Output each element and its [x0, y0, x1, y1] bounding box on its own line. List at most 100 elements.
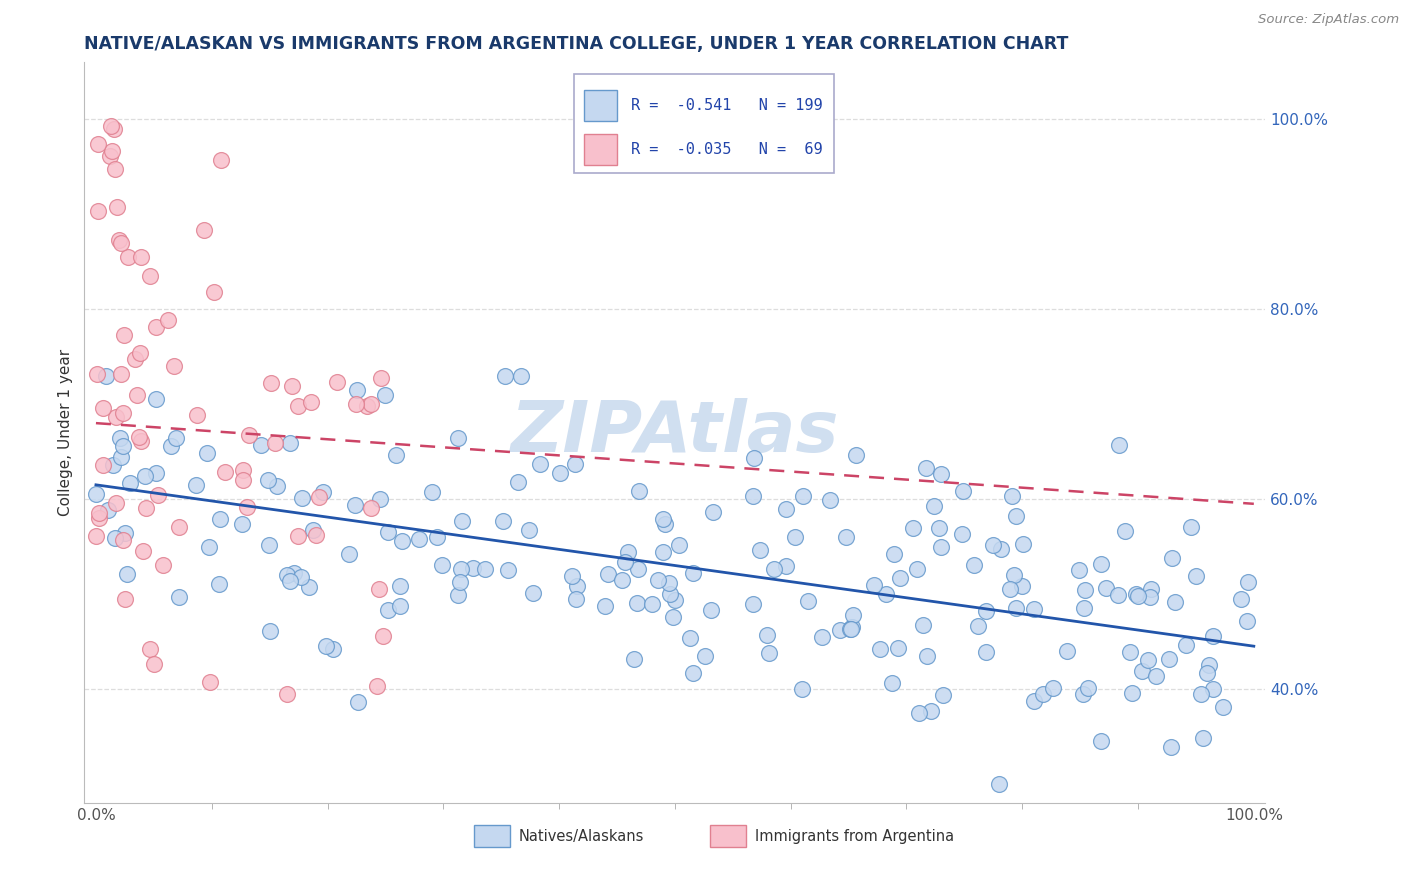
Point: [775, 559, 797, 574]
Point: [202, 285, 225, 299]
Point: [522, 585, 544, 599]
Point: [928, 521, 950, 535]
Point: [517, 523, 540, 537]
Point: [165, 431, 187, 445]
Point: [370, 371, 392, 385]
Point: [1011, 537, 1033, 551]
Point: [129, 346, 152, 360]
Point: [651, 545, 673, 559]
Point: [811, 630, 834, 644]
Point: [1189, 687, 1212, 701]
Point: [695, 649, 717, 664]
Point: [1137, 652, 1160, 666]
Point: [377, 525, 399, 540]
Point: [108, 233, 131, 247]
Point: [208, 577, 231, 591]
Point: [987, 777, 1010, 791]
Point: [1004, 601, 1026, 615]
Point: [291, 491, 314, 505]
Point: [1022, 694, 1045, 708]
Point: [278, 574, 301, 588]
Point: [346, 384, 368, 398]
Point: [104, 496, 127, 510]
Point: [908, 706, 931, 721]
Point: [114, 592, 136, 607]
Point: [339, 547, 361, 561]
Point: [211, 153, 233, 167]
Point: [259, 624, 281, 638]
Point: [112, 533, 135, 547]
Point: [152, 558, 174, 572]
Point: [110, 236, 132, 251]
Point: [107, 200, 129, 214]
Point: [111, 405, 134, 419]
Point: [377, 603, 399, 617]
Point: [869, 642, 891, 657]
Point: [596, 567, 619, 582]
Point: [305, 528, 328, 542]
Bar: [583, 90, 617, 121]
Point: [214, 465, 236, 479]
Point: [84, 529, 107, 543]
Point: [1114, 524, 1136, 539]
Point: [129, 434, 152, 448]
Point: [749, 543, 772, 558]
Point: [565, 579, 588, 593]
Point: [104, 531, 127, 545]
Point: [430, 558, 453, 572]
Point: [1237, 574, 1260, 589]
Point: [775, 502, 797, 516]
Point: [278, 435, 301, 450]
Point: [862, 578, 884, 592]
Point: [922, 499, 945, 513]
Point: [834, 530, 856, 544]
Point: [755, 628, 778, 642]
Point: [658, 575, 681, 590]
Point: [315, 639, 337, 653]
Point: [952, 484, 974, 499]
Point: [1202, 629, 1225, 643]
Point: [510, 368, 533, 383]
Point: [845, 448, 868, 462]
Text: ZIPAtlas: ZIPAtlas: [510, 398, 839, 467]
Point: [1164, 595, 1187, 609]
Point: [915, 648, 938, 663]
Point: [1180, 520, 1202, 534]
Point: [990, 541, 1012, 556]
Point: [135, 500, 157, 515]
Point: [700, 603, 723, 617]
Point: [169, 519, 191, 533]
Point: [347, 695, 370, 709]
Point: [1236, 614, 1258, 628]
Point: [742, 489, 765, 503]
Point: [1077, 681, 1099, 696]
Point: [1073, 601, 1095, 615]
Point: [758, 646, 780, 660]
Point: [98, 149, 121, 163]
Point: [94, 368, 117, 383]
Point: [911, 618, 934, 632]
Point: [266, 479, 288, 493]
Point: [929, 467, 952, 481]
Point: [1090, 734, 1112, 748]
Bar: [474, 825, 509, 847]
Point: [1140, 582, 1163, 596]
Point: [1161, 551, 1184, 566]
Point: [447, 431, 470, 445]
Point: [87, 137, 110, 152]
Point: [1074, 582, 1097, 597]
Point: [1067, 563, 1090, 577]
Point: [97, 503, 120, 517]
Point: [818, 492, 841, 507]
Point: [593, 599, 616, 613]
Point: [907, 562, 929, 576]
Point: [114, 525, 136, 540]
Point: [1094, 581, 1116, 595]
Point: [974, 604, 997, 618]
Point: [1125, 587, 1147, 601]
Point: [371, 629, 394, 643]
Point: [658, 587, 681, 601]
Point: [1011, 579, 1033, 593]
Point: [883, 547, 905, 561]
Point: [287, 399, 309, 413]
